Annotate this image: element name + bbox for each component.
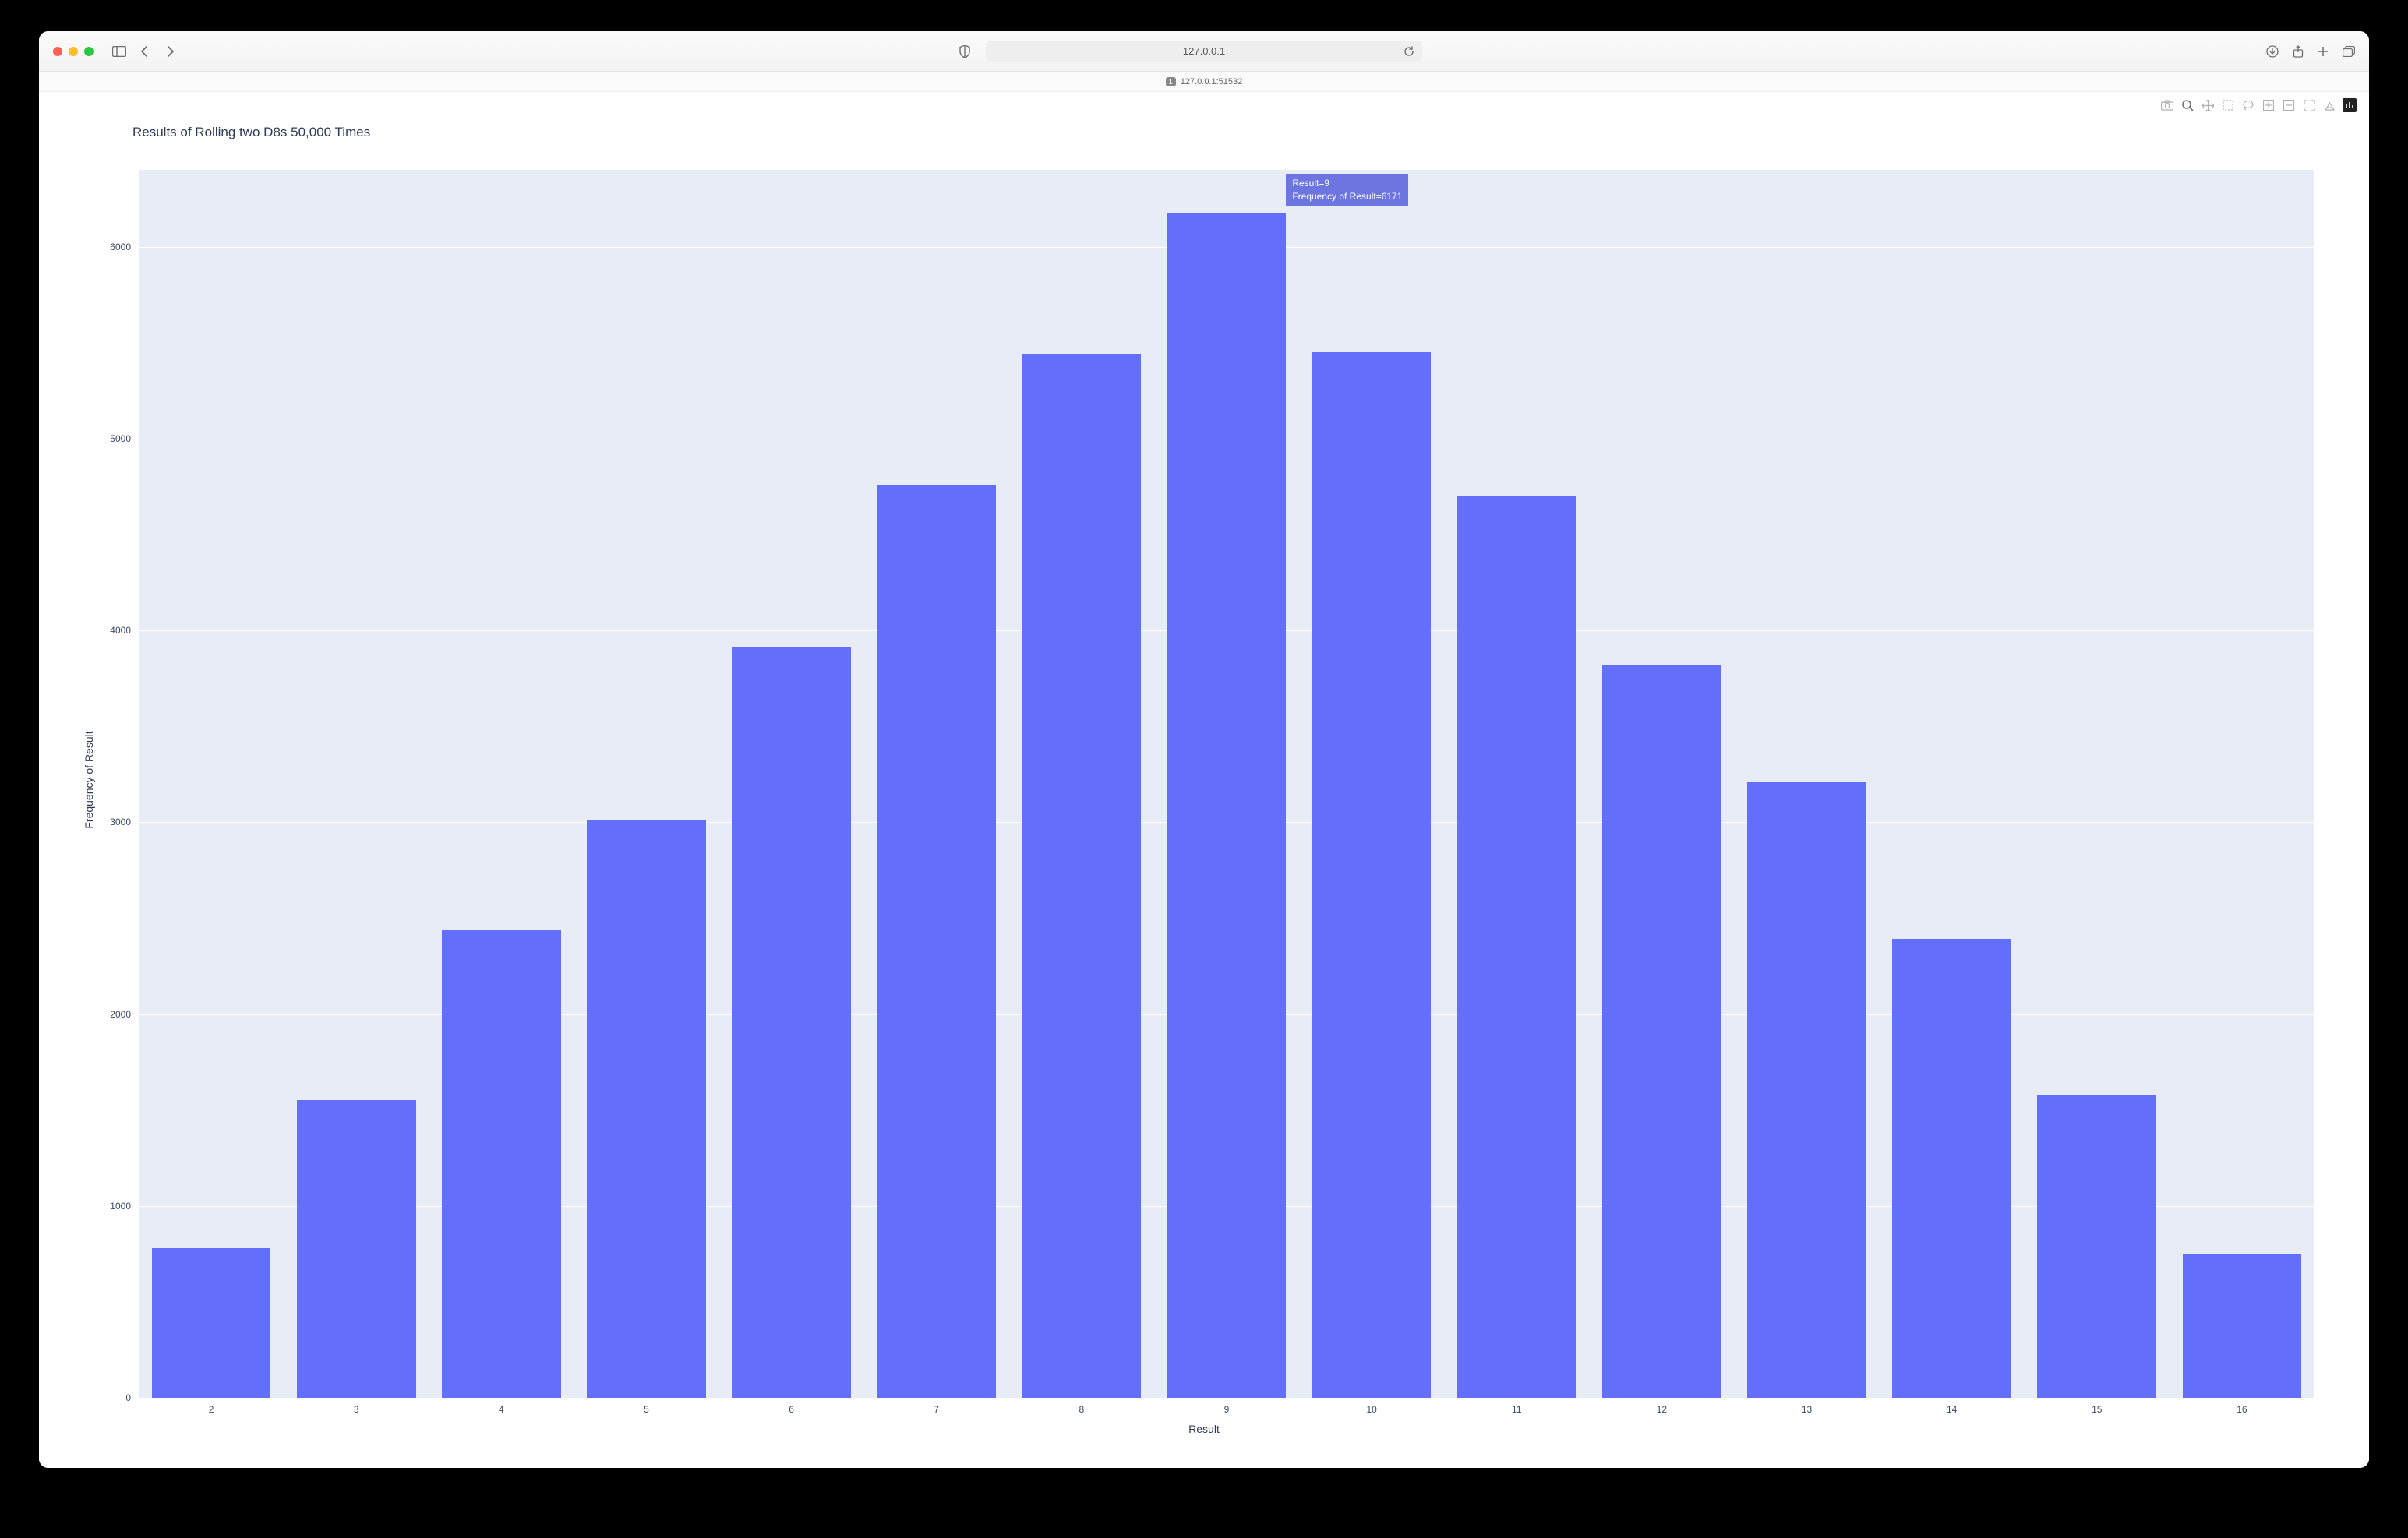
tab-label[interactable]: 127.0.0.1:51532 [1181, 77, 1243, 86]
tab-strip: 1 127.0.0.1:51532 [39, 72, 2369, 92]
chart-bar[interactable] [152, 1248, 271, 1398]
xtick-label: 2 [209, 1398, 214, 1415]
chart-bar[interactable] [442, 930, 561, 1398]
autoscale-icon[interactable] [2302, 98, 2316, 112]
titlebar: 127.0.0.1 [39, 31, 2369, 72]
lasso-select-icon[interactable] [2241, 98, 2255, 112]
xtick-label: 5 [644, 1398, 649, 1415]
chart-bar[interactable] [587, 820, 706, 1398]
share-icon[interactable] [2293, 45, 2304, 58]
address-bar-wrap: 127.0.0.1 [986, 41, 1422, 62]
xtick-label: 6 [789, 1398, 794, 1415]
chart-bar[interactable] [297, 1100, 416, 1398]
forward-button[interactable] [165, 46, 175, 57]
plotly-modebar [2160, 98, 2357, 112]
xtick-label: 14 [1947, 1398, 1957, 1415]
xtick-label: 9 [1224, 1398, 1230, 1415]
chart-bar[interactable] [877, 485, 996, 1398]
xtick-label: 8 [1079, 1398, 1085, 1415]
zoom-in-icon[interactable] [2261, 98, 2276, 112]
xtick-label: 4 [499, 1398, 504, 1415]
pan-icon[interactable] [2201, 98, 2215, 112]
chart-bar[interactable] [1022, 354, 1142, 1398]
xtick-label: 15 [2092, 1398, 2102, 1415]
new-tab-icon[interactable] [2318, 45, 2329, 58]
xtick-label: 11 [1512, 1398, 1521, 1415]
chart-bar[interactable] [1892, 939, 2011, 1398]
minimize-window-button[interactable] [69, 47, 78, 56]
zoom-icon[interactable] [2180, 98, 2194, 112]
window-controls [53, 47, 94, 56]
camera-icon[interactable] [2160, 98, 2174, 112]
xtick-label: 12 [1657, 1398, 1667, 1415]
address-text: 127.0.0.1 [1183, 45, 1225, 57]
plotly-logo-icon[interactable] [2343, 98, 2357, 112]
xtick-label: 13 [1802, 1398, 1812, 1415]
chart-bar[interactable] [1312, 352, 1432, 1398]
chart-bar[interactable] [2183, 1254, 2302, 1398]
address-bar[interactable]: 127.0.0.1 [986, 41, 1422, 62]
reset-axes-icon[interactable] [2322, 98, 2336, 112]
ytick-label: 2000 [110, 1009, 139, 1020]
ytick-label: 3000 [110, 817, 139, 827]
xtick-label: 10 [1366, 1398, 1376, 1415]
xaxis-title: Result [1188, 1423, 1220, 1435]
ytick-label: 4000 [110, 625, 139, 636]
chart-bar[interactable] [1457, 496, 1576, 1398]
ytick-label: 5000 [110, 433, 139, 444]
ytick-label: 0 [125, 1392, 139, 1403]
ytick-label: 6000 [110, 242, 139, 252]
xtick-label: 3 [354, 1398, 359, 1415]
downloads-icon[interactable] [2266, 45, 2279, 58]
xtick-label: 16 [2237, 1398, 2247, 1415]
box-select-icon[interactable] [2221, 98, 2235, 112]
chart-title: Results of Rolling two D8s 50,000 Times [132, 125, 370, 140]
chart-bar[interactable] [2037, 1095, 2156, 1398]
chart-plot-area[interactable]: 0100020003000400050006000 23456789101112… [139, 170, 2314, 1398]
yaxis-title: Frequency of Result [83, 731, 95, 828]
xtick-label: 7 [934, 1398, 939, 1415]
chart-bar[interactable] [1602, 665, 1721, 1398]
maximize-window-button[interactable] [84, 47, 94, 56]
tab-badge: 1 [1166, 77, 1176, 86]
chart-bar[interactable] [1167, 213, 1287, 1398]
tabs-overview-icon[interactable] [2343, 45, 2355, 58]
sidebar-toggle-icon[interactable] [112, 46, 126, 57]
close-window-button[interactable] [53, 47, 62, 56]
zoom-out-icon[interactable] [2282, 98, 2296, 112]
reload-button[interactable] [1403, 46, 1414, 57]
privacy-shield-icon[interactable] [959, 45, 970, 58]
page-content: Results of Rolling two D8s 50,000 Times … [39, 92, 2369, 1468]
back-button[interactable] [140, 46, 150, 57]
browser-window: 127.0.0.1 1 127.0.0.1:51532 [39, 31, 2369, 1468]
chart-bar[interactable] [1747, 782, 1866, 1398]
ytick-label: 1000 [110, 1201, 139, 1212]
chart-bars [139, 170, 2314, 1398]
chart-bar[interactable] [732, 647, 851, 1398]
